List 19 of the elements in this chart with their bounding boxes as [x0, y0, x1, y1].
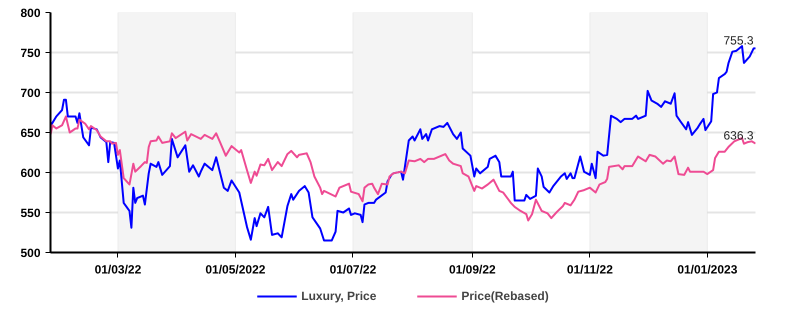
x-tick-label: 01/05/2022: [205, 262, 266, 276]
y-tick-label: 800: [20, 6, 41, 20]
legend-label: Price(Rebased): [461, 289, 549, 303]
line-series: [50, 45, 756, 242]
x-tick-label: 01/09/22: [448, 262, 496, 276]
y-tick-label: 650: [20, 126, 41, 140]
y-tick-label: 700: [20, 86, 41, 100]
y-tick-label: 550: [20, 206, 41, 220]
y-tick-label: 750: [20, 46, 41, 60]
annotation: 636.3: [723, 128, 754, 142]
x-tick-label: 01/07/22: [330, 262, 377, 276]
x-tick-label: 01/01/2023: [677, 262, 738, 276]
x-tick-label: 01/11/22: [566, 262, 614, 276]
line-series: [50, 116, 756, 222]
legend-label: Luxury, Price: [301, 289, 376, 303]
annotation: 755.3: [723, 33, 754, 48]
x-tick-label: 01/03/22: [94, 262, 142, 276]
y-tick-label: 600: [20, 166, 41, 180]
y-tick-label: 500: [20, 246, 41, 260]
